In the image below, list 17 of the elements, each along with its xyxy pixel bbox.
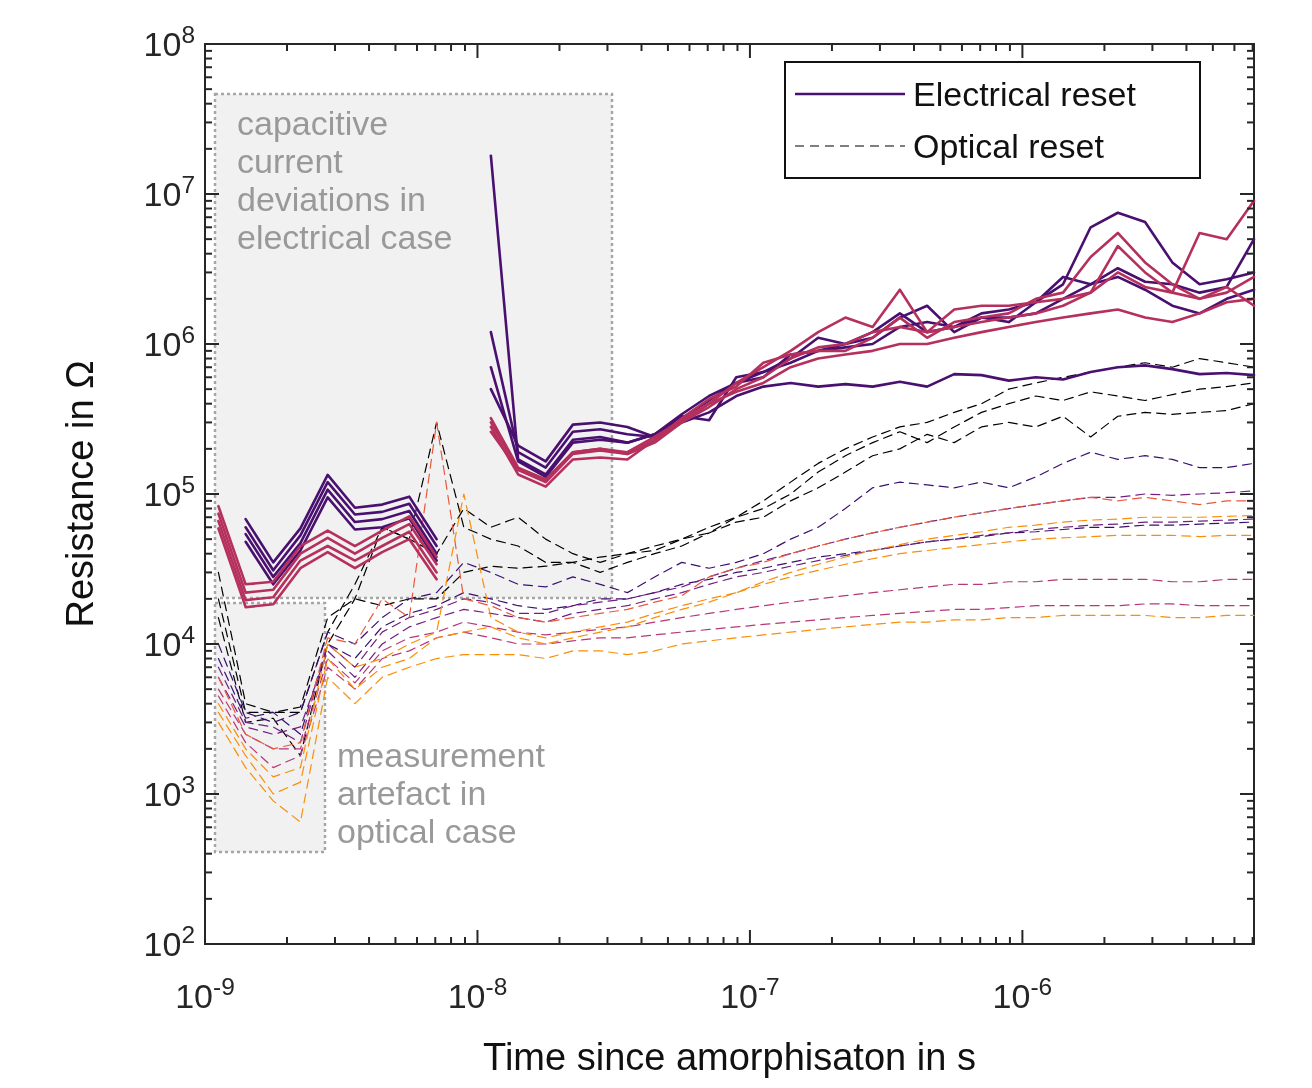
annotation: measurement artefact in optical case bbox=[337, 736, 546, 850]
x-tick-label: 10$^{-8}$ bbox=[447, 972, 508, 1015]
y-tick-label: 10$^{4}$ bbox=[143, 620, 195, 663]
y-tick-label: 10$^{8}$ bbox=[143, 20, 195, 63]
x-tick-label: 10$^{-6}$ bbox=[992, 972, 1053, 1015]
x-axis-title: Time since amorphisaton in s bbox=[483, 1036, 976, 1078]
y-tick-label: 10$^{7}$ bbox=[143, 170, 195, 213]
x-tick-label: 10$^{-9}$ bbox=[175, 972, 235, 1015]
y-tick-label: 10$^{2}$ bbox=[143, 920, 195, 963]
annotation: capacitive current deviations in electrical case bbox=[237, 104, 453, 256]
y-tick-label: 10$^{3}$ bbox=[143, 770, 195, 813]
y-tick-label: 10$^{6}$ bbox=[143, 320, 195, 363]
x-tick-label: 10$^{-7}$ bbox=[720, 972, 780, 1015]
y-tick-label: 10$^{5}$ bbox=[143, 470, 195, 513]
y-axis-title: Resistance in Ω bbox=[59, 360, 101, 628]
legend-label: Optical reset bbox=[913, 127, 1105, 165]
legend-label: Electrical reset bbox=[913, 75, 1137, 113]
